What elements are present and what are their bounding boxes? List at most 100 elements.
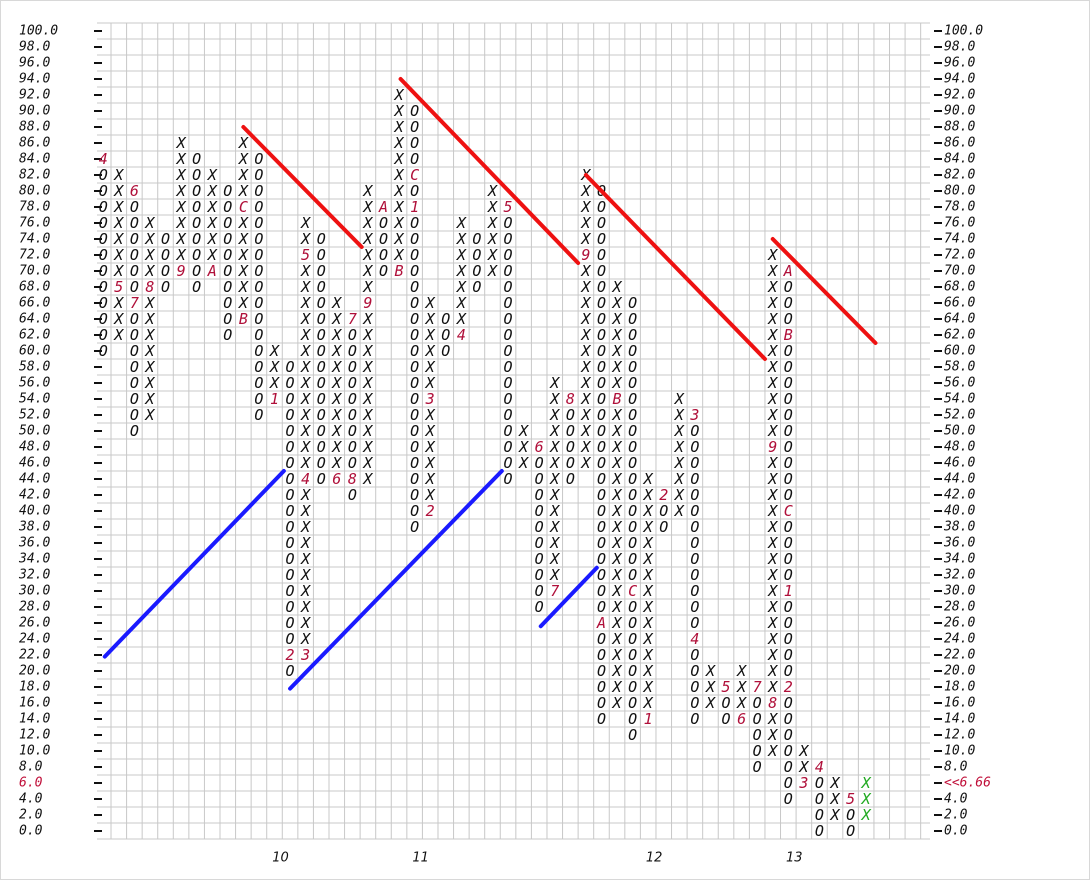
y-tick-label-right: 22.0 xyxy=(944,648,975,663)
x-box: X xyxy=(176,166,187,184)
o-box: O xyxy=(597,662,606,680)
o-box: O xyxy=(597,710,606,728)
x-box: X xyxy=(331,390,342,408)
o-box: O xyxy=(690,470,699,488)
month-label: 6 xyxy=(737,710,746,728)
month-label: 8 xyxy=(768,694,777,712)
pnf-column: OO5 xyxy=(846,790,855,840)
x-box: X xyxy=(113,198,124,216)
o-box: O xyxy=(317,390,326,408)
x-box: X xyxy=(207,182,218,200)
o-box: O xyxy=(504,262,513,280)
o-box: O xyxy=(597,406,606,424)
x-tick-label: 12 xyxy=(646,851,663,866)
month-label: B xyxy=(613,390,622,408)
o-box: O xyxy=(690,438,699,456)
o-box: O xyxy=(99,230,108,248)
x-box: X xyxy=(580,214,591,232)
month-label: 4 xyxy=(815,758,824,776)
x-box: X xyxy=(612,646,623,664)
o-box: O xyxy=(628,598,637,616)
o-box: O xyxy=(286,470,295,488)
x-box: X xyxy=(144,358,155,376)
x-box: X xyxy=(362,230,373,248)
x-box: X xyxy=(549,454,560,472)
o-box: O xyxy=(628,502,637,520)
x-box: X xyxy=(300,406,311,424)
o-box: O xyxy=(441,310,450,328)
x-box: X xyxy=(144,310,155,328)
x-box: X xyxy=(674,486,685,504)
y-tick-label: 42.0 xyxy=(19,488,50,503)
x-box: X xyxy=(767,390,778,408)
o-box: O xyxy=(628,342,637,360)
o-box: O xyxy=(192,262,201,280)
y-tick-label-right: 62.0 xyxy=(944,328,975,343)
x-box: X xyxy=(331,326,342,344)
y-tick-label-right: 72.0 xyxy=(944,248,975,263)
x-box: X xyxy=(549,502,560,520)
o-box: O xyxy=(130,358,139,376)
x-box: X xyxy=(300,550,311,568)
y-tick-label: 90.0 xyxy=(19,104,50,119)
x-box: X xyxy=(456,262,467,280)
x-box: X xyxy=(767,742,778,760)
o-box: O xyxy=(659,518,668,536)
x-box: X xyxy=(300,454,311,472)
x-box: X xyxy=(362,358,373,376)
x-box: X xyxy=(705,662,716,680)
y-tick-label: 26.0 xyxy=(19,616,50,631)
x-box: X xyxy=(425,342,436,360)
o-box: O xyxy=(597,598,606,616)
o-box: O xyxy=(317,326,326,344)
y-tick-label: 96.0 xyxy=(19,56,50,71)
o-box: O xyxy=(223,214,232,232)
month-label: 6 xyxy=(130,182,139,200)
y-tick-label: 0.0 xyxy=(19,824,43,839)
x-box: X xyxy=(362,470,373,488)
o-box: O xyxy=(784,342,793,360)
x-box: X xyxy=(705,694,716,712)
o-box: O xyxy=(130,422,139,440)
o-box: O xyxy=(628,390,637,408)
x-box: X xyxy=(580,262,591,280)
month-label: 6 xyxy=(535,438,544,456)
x-box: X xyxy=(643,470,654,488)
o-box: O xyxy=(504,246,513,264)
y-tick-label: 92.0 xyxy=(19,88,50,103)
x-box: X xyxy=(113,326,124,344)
month-label: 7 xyxy=(130,294,139,312)
x-box: X xyxy=(798,758,809,776)
x-box: X xyxy=(612,438,623,456)
month-label: 7 xyxy=(753,678,762,696)
month-label: 3 xyxy=(425,390,435,408)
o-box: O xyxy=(784,486,793,504)
x-box: X xyxy=(830,774,841,792)
y-tick-label: 94.0 xyxy=(19,72,50,87)
x-box: X xyxy=(487,262,498,280)
x-box: X xyxy=(207,214,218,232)
x-box: X xyxy=(394,230,405,248)
y-tick-label-right: 90.0 xyxy=(944,104,975,119)
o-box: O xyxy=(130,278,139,296)
x-box: X xyxy=(238,150,249,168)
o-box: O xyxy=(348,390,357,408)
o-box: O xyxy=(535,566,544,584)
month-label: A xyxy=(596,614,606,632)
o-box: O xyxy=(504,278,513,296)
month-label: B xyxy=(395,262,404,280)
o-box: O xyxy=(472,230,481,248)
o-box: O xyxy=(317,262,326,280)
x-box: X xyxy=(612,614,623,632)
y-tick-label-right: 0.0 xyxy=(944,824,968,839)
o-box: O xyxy=(597,310,606,328)
x-box: X xyxy=(394,134,405,152)
o-box: O xyxy=(690,550,699,568)
x-box: X xyxy=(113,246,124,264)
x-box: X xyxy=(394,198,405,216)
